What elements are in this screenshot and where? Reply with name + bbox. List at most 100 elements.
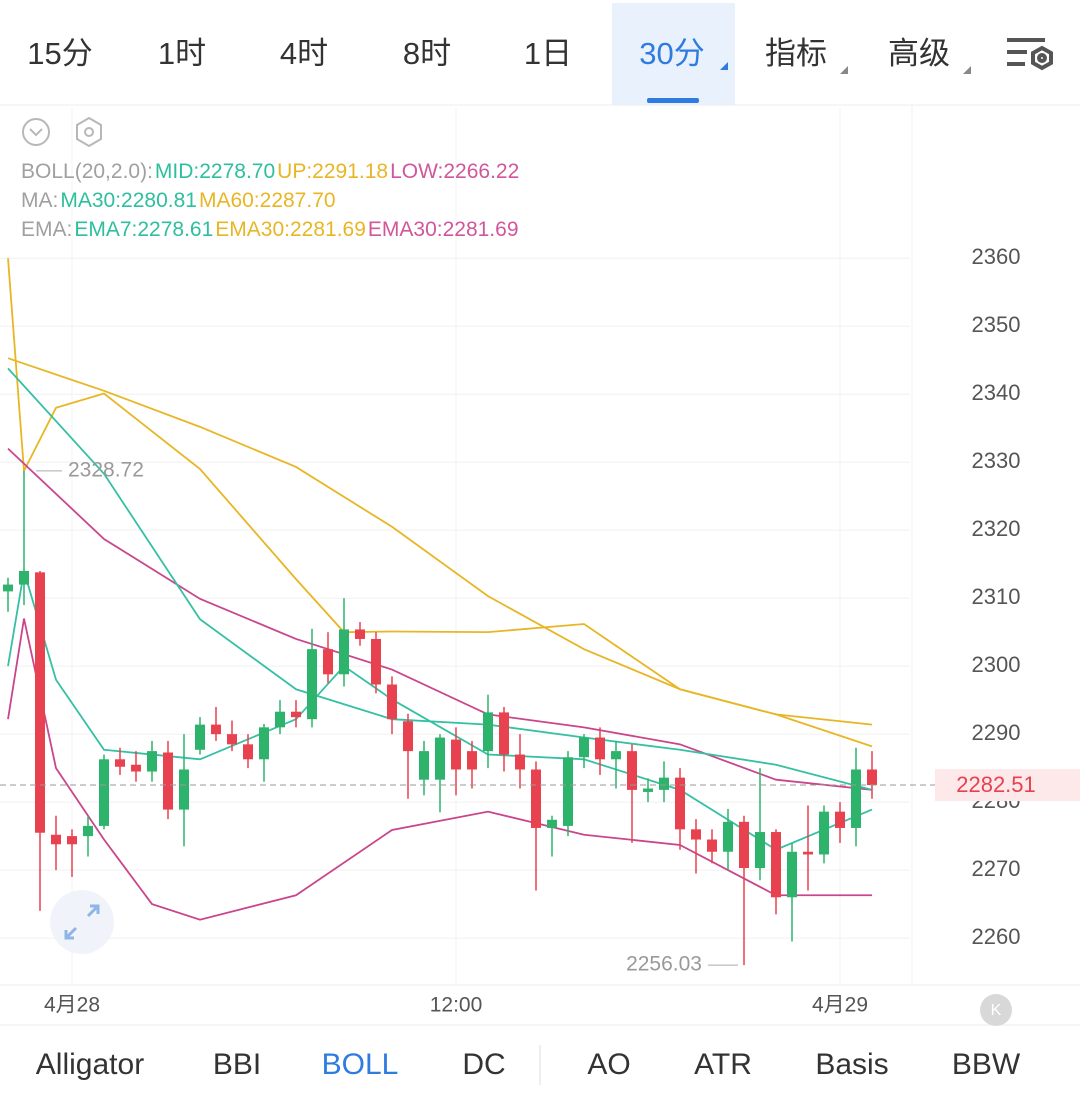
timeframe-tab[interactable]: 4时 [280,36,328,71]
candle-body [435,737,445,780]
candle-body [835,811,845,828]
candle-body [739,821,749,869]
candle-body [51,834,61,845]
candle-body [83,825,93,837]
candle-body [99,759,109,826]
candle-body [195,724,205,750]
y-tick-label: 2340 [972,380,1021,405]
candle-body [595,737,605,760]
dropdown-caret [720,62,728,70]
dropdown-caret [840,66,848,74]
indicator-legend: BOLL(20,2.0):MID:2278.70UP:2291.18LOW:22… [21,157,521,244]
candle-body [803,851,813,855]
active-tab-bg [612,3,735,105]
candle-body [467,751,477,770]
candle-body [531,769,541,828]
candle-body [643,788,653,792]
indicator-tab[interactable]: AO [587,1048,630,1081]
candle-body [323,649,333,675]
candle-body [115,759,125,767]
settings-icon[interactable] [1007,38,1053,71]
y-tick-label: 2320 [972,516,1021,541]
settings-hex-dot [84,127,94,137]
candle-body [387,684,397,720]
legend-row: MA:MA30:2280.81MA60:2287.70 [21,186,521,215]
candle-body [723,821,733,852]
candle-body [243,744,253,760]
x-tick-label: 4月29 [812,994,868,1017]
legend-item: EMA7:2278.61 [74,218,214,241]
y-tick-label: 2300 [972,652,1021,677]
indicator-tab[interactable]: Basis [815,1048,888,1081]
legend-row: BOLL(20,2.0):MID:2278.70UP:2291.18LOW:22… [21,157,521,186]
candle-body [707,839,717,852]
indicator-tab[interactable]: DC [462,1048,505,1081]
candle-body [675,777,685,830]
legend-item: EMA30:2281.69 [215,218,366,241]
y-tick-label: 2290 [972,720,1021,745]
expand-glyph [64,904,100,940]
candle-body [339,629,349,675]
legend-item: EMA30:2281.69 [367,218,519,241]
menu-tab[interactable]: 高级 [888,36,950,71]
candle-body [179,769,189,810]
candle-body [627,751,637,790]
legend-item: LOW:2266.22 [390,160,520,183]
indicator-line [7,357,873,748]
candle-body [419,751,429,780]
y-tick-label: 2350 [972,312,1021,337]
timeframe-tab[interactable]: 8时 [403,36,451,71]
candle-body [403,721,413,752]
candle-body [451,739,461,770]
legend-item: EMA: [21,218,73,241]
candle-body [371,638,381,685]
legend-row: EMA:EMA7:2278.61EMA30:2281.69EMA30:2281.… [21,215,521,244]
y-tick-label: 2310 [972,584,1021,609]
candle-body [259,727,269,760]
legend-item: MA30:2280.81 [60,189,197,212]
candle-body [771,832,781,898]
candle-body [291,711,301,718]
indicator-tab[interactable]: BOLL [322,1048,399,1081]
candle-body [659,777,669,790]
timeframe-tab[interactable]: 1日 [524,36,572,71]
expand-button[interactable] [50,890,114,954]
candle-body [211,724,221,735]
high-annotation: 2328.72 [68,458,144,481]
legend-item: MA: [21,189,59,212]
y-tick-label: 2330 [972,448,1021,473]
indicator-tab[interactable]: ATR [694,1048,752,1081]
scroll-back-button[interactable] [980,994,1012,1026]
legend-item: MID:2278.70 [154,160,276,183]
y-tick-label: 2270 [972,856,1021,881]
indicator-tab[interactable]: Alligator [36,1048,144,1081]
timeframe-tab[interactable]: 15分 [27,36,92,71]
indicator-tab[interactable]: BBW [952,1048,1021,1081]
candle-body [147,751,157,772]
current-price-box [935,769,1080,802]
indicator-line [7,367,873,791]
candle-body [499,712,509,755]
candle-body [819,811,829,855]
current-price-label: 2282.51 [956,772,1036,797]
collapse-icon[interactable] [22,118,50,146]
candle-body [307,649,317,720]
menu-tab[interactable]: 指标 [765,36,827,71]
candle-body [851,769,861,828]
timeframe-tab[interactable]: 1时 [158,36,206,71]
timeframe-tab[interactable]: 30分 [639,36,704,71]
scroll-back-glyph: K [991,1002,1002,1019]
y-tick-label: 2260 [972,924,1021,949]
dropdown-caret [963,66,971,74]
y-tick-label: 2360 [972,244,1021,269]
candle-body [227,734,237,745]
candle-body [563,757,573,826]
candle-body [755,832,765,869]
candle-body [19,570,29,585]
candle-body [355,629,365,639]
settings-hex-icon[interactable] [76,116,102,148]
indicator-tab[interactable]: BBI [213,1048,261,1081]
legend-item: BOLL(20,2.0): [21,160,153,183]
